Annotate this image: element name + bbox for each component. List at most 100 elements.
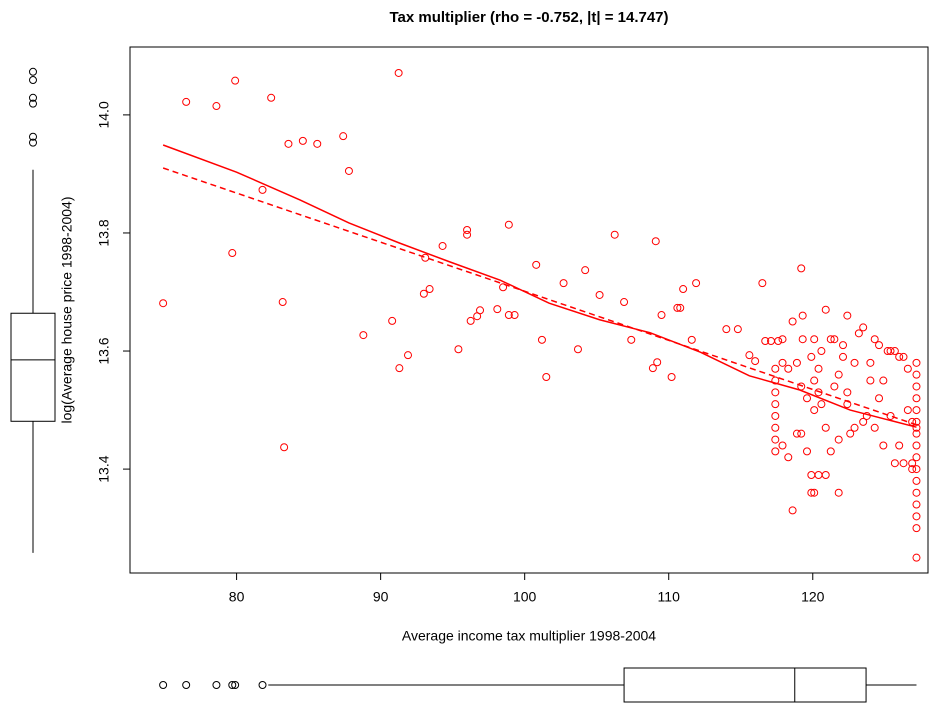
point — [425, 285, 434, 294]
point — [751, 357, 760, 366]
point — [839, 352, 848, 361]
point — [834, 370, 843, 379]
point — [771, 364, 780, 373]
point — [803, 394, 812, 403]
point — [859, 323, 868, 332]
point — [284, 139, 293, 148]
point — [792, 358, 801, 367]
point — [771, 411, 780, 420]
outlier — [182, 681, 191, 689]
point — [879, 441, 888, 450]
point — [846, 429, 855, 438]
point — [667, 373, 676, 382]
point — [404, 351, 413, 360]
point — [908, 465, 917, 474]
point — [499, 283, 508, 292]
point — [339, 132, 348, 141]
point — [463, 226, 472, 235]
point — [676, 303, 685, 312]
point — [228, 249, 237, 258]
point — [830, 382, 839, 391]
point — [886, 347, 895, 356]
x-tick-label: 80 — [229, 589, 245, 605]
point — [912, 512, 921, 521]
point — [912, 394, 921, 403]
point — [504, 311, 513, 320]
y-tick-label: 13.4 — [96, 455, 112, 482]
point — [679, 285, 688, 294]
point — [807, 352, 816, 361]
point — [890, 347, 899, 356]
point — [745, 351, 754, 360]
point — [687, 335, 696, 344]
x-tick-label: 90 — [373, 589, 389, 605]
point — [912, 358, 921, 367]
point — [814, 471, 823, 480]
outlier — [212, 681, 221, 689]
point — [870, 335, 879, 344]
point — [912, 382, 921, 391]
point — [733, 325, 742, 334]
point — [722, 325, 731, 334]
point — [493, 305, 502, 314]
point — [784, 364, 793, 373]
point — [912, 429, 921, 438]
point — [653, 358, 662, 367]
point — [912, 406, 921, 415]
point — [651, 237, 660, 246]
point — [839, 341, 848, 350]
point — [814, 364, 823, 373]
point — [395, 364, 404, 373]
y-tick-label: 13.8 — [96, 219, 112, 246]
point — [912, 465, 921, 474]
point — [810, 335, 819, 344]
point — [212, 102, 221, 111]
point — [843, 311, 852, 320]
point — [903, 364, 912, 373]
point — [797, 264, 806, 273]
point — [438, 241, 447, 250]
point — [778, 358, 787, 367]
point — [476, 306, 485, 315]
point — [771, 388, 780, 397]
point — [875, 394, 884, 403]
point — [807, 471, 816, 480]
point — [280, 443, 289, 452]
outlier — [29, 99, 37, 108]
point — [859, 417, 868, 426]
point — [788, 506, 797, 515]
point — [504, 220, 513, 229]
point — [903, 406, 912, 415]
point — [912, 453, 921, 462]
point — [761, 336, 770, 345]
point — [784, 453, 793, 462]
point — [826, 335, 835, 344]
point — [912, 500, 921, 509]
point — [912, 476, 921, 485]
point — [673, 303, 682, 312]
point — [875, 341, 884, 350]
point — [817, 347, 826, 356]
outlier — [29, 67, 37, 76]
y-axis-label: log(Average house price 1998-2004) — [59, 196, 75, 423]
point — [890, 459, 899, 468]
outlier — [258, 681, 267, 689]
point — [463, 230, 472, 239]
point — [771, 423, 780, 432]
x-axis-label: Average income tax multiplier 1998-2004 — [402, 628, 656, 644]
outlier — [228, 681, 237, 689]
box — [623, 667, 867, 703]
point — [830, 335, 839, 344]
point — [912, 370, 921, 379]
point — [817, 400, 826, 409]
point — [810, 406, 819, 415]
outlier — [29, 138, 37, 147]
point — [899, 459, 908, 468]
point — [537, 335, 546, 344]
point — [466, 316, 475, 325]
point — [870, 423, 879, 432]
point — [627, 335, 636, 344]
point — [886, 411, 895, 420]
point — [843, 388, 852, 397]
point — [797, 429, 806, 438]
